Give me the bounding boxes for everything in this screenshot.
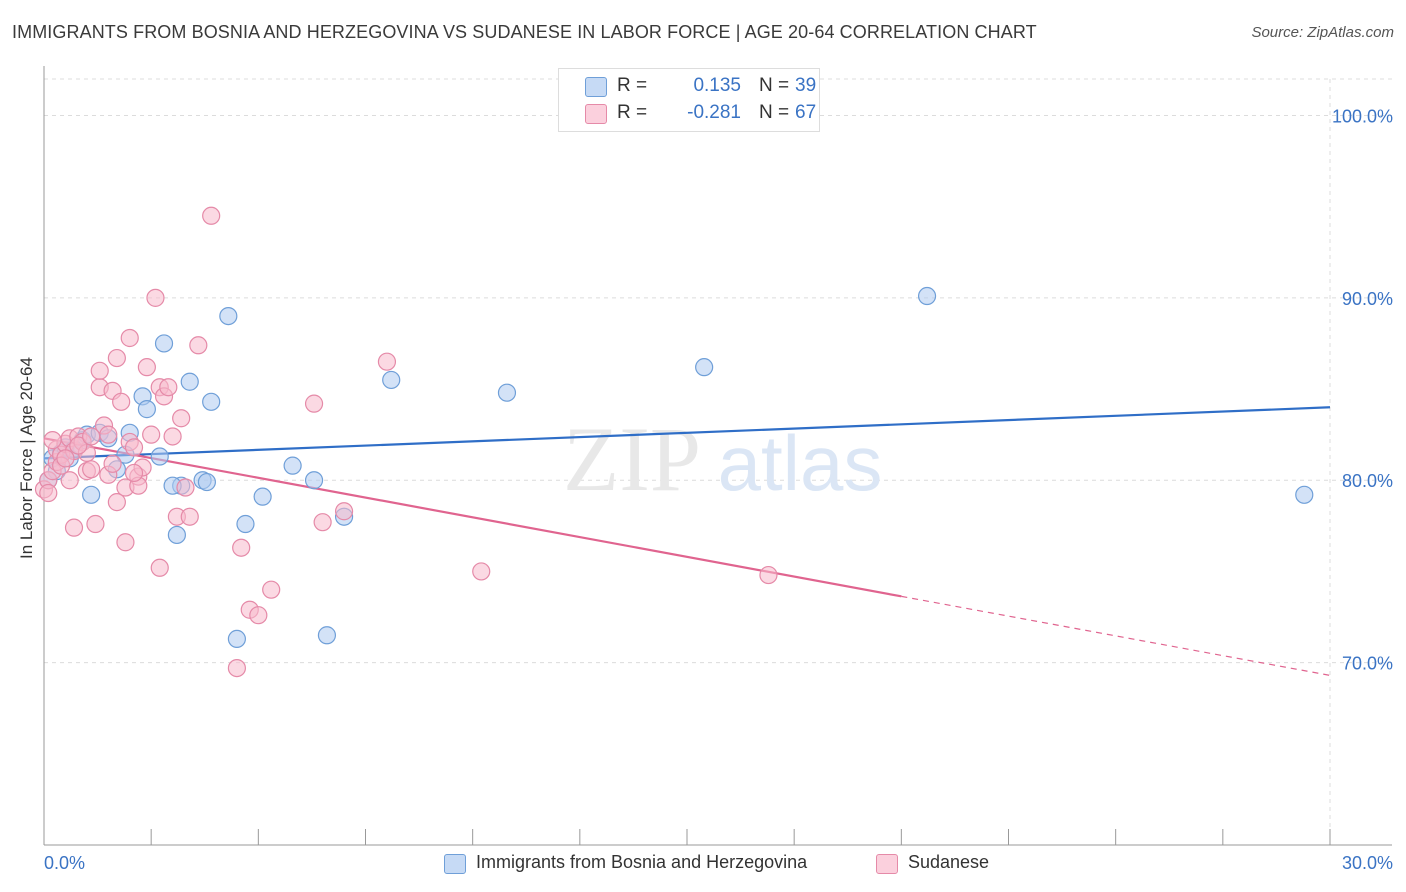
x-tick-label: 0.0% — [44, 853, 85, 873]
n-label: N = — [759, 102, 790, 123]
point-sudanese — [163, 427, 182, 446]
point-sudanese — [150, 558, 169, 577]
y-axis-label: In Labor Force | Age 20-64 — [17, 357, 36, 559]
point-sudanese — [189, 336, 208, 355]
blue-swatch — [444, 854, 466, 874]
n-label: N = — [759, 75, 790, 96]
point-sudanese — [377, 352, 397, 371]
point-sudanese — [180, 507, 199, 526]
chart-title: IMMIGRANTS FROM BOSNIA AND HERZEGOVINA V… — [12, 22, 1037, 42]
point-sudanese — [82, 427, 101, 446]
r-label: R = — [617, 102, 648, 123]
point-sudanese — [172, 409, 191, 428]
x-tick-label: 30.0% — [1342, 853, 1393, 873]
points-layer — [34, 206, 1314, 678]
point-sudanese — [759, 565, 778, 585]
point-sudanese — [69, 436, 88, 455]
legend-label-bosnia: Immigrants from Bosnia and Herzegovina — [476, 852, 808, 872]
point-sudanese — [262, 580, 281, 599]
point-sudanese — [82, 460, 101, 479]
point-bosnia — [167, 525, 186, 545]
point-bosnia — [202, 392, 221, 411]
point-sudanese — [472, 562, 491, 581]
point-sudanese — [39, 483, 58, 503]
point-bosnia — [304, 471, 324, 490]
point-sudanese — [103, 454, 122, 473]
point-sudanese — [86, 514, 105, 534]
source-label: Source: ZipAtlas.com — [1251, 24, 1394, 41]
y-tick-label: 70.0% — [1342, 654, 1393, 674]
point-sudanese — [202, 206, 221, 225]
point-bosnia — [695, 358, 714, 377]
point-bosnia — [137, 400, 156, 419]
point-sudanese — [107, 493, 126, 512]
r-value: -0.281 — [687, 102, 741, 123]
watermark-atlas: atlas — [718, 419, 883, 507]
y-tick-label: 80.0% — [1342, 471, 1393, 491]
point-sudanese — [304, 394, 324, 413]
point-bosnia — [283, 456, 302, 475]
point-sudanese — [232, 538, 251, 557]
n-value: 67 — [795, 102, 817, 123]
watermark: ZIP atlas — [563, 408, 882, 510]
r-value: 0.135 — [693, 75, 741, 96]
point-sudanese — [334, 502, 354, 521]
point-bosnia — [236, 514, 255, 534]
pink-swatch — [876, 854, 898, 874]
point-sudanese — [116, 533, 135, 552]
y-tick-label: 100.0% — [1332, 106, 1393, 126]
point-sudanese — [120, 328, 139, 348]
point-bosnia — [82, 485, 101, 504]
point-bosnia — [219, 306, 238, 326]
point-sudanese — [227, 658, 246, 678]
r-label: R = — [617, 75, 648, 96]
point-sudanese — [64, 518, 84, 537]
point-sudanese — [249, 606, 268, 625]
point-sudanese — [146, 288, 165, 307]
y-tick-label: 90.0% — [1342, 289, 1393, 309]
n-value: 39 — [795, 75, 817, 96]
point-sudanese — [107, 348, 126, 368]
point-bosnia — [1295, 485, 1314, 504]
point-sudanese — [90, 361, 109, 380]
stats-legend: R = 0.135 N = 39 R = -0.281 N = 67 — [558, 68, 820, 132]
point-sudanese — [60, 471, 79, 490]
point-sudanese — [56, 449, 75, 468]
trend-line-sudanese — [43, 437, 902, 598]
point-sudanese — [176, 478, 195, 497]
point-bosnia — [180, 372, 199, 391]
point-sudanese — [99, 425, 118, 444]
point-bosnia — [253, 487, 272, 506]
point-bosnia — [197, 472, 216, 492]
point-sudanese — [313, 513, 332, 532]
point-sudanese — [159, 378, 178, 397]
point-bosnia — [382, 370, 401, 390]
watermark-zip: ZIP — [563, 408, 701, 510]
trend-layer — [43, 406, 1331, 676]
point-bosnia — [317, 626, 337, 645]
point-sudanese — [124, 463, 144, 483]
point-bosnia — [497, 383, 517, 402]
point-bosnia — [150, 447, 169, 466]
point-sudanese — [112, 392, 131, 411]
point-bosnia — [227, 629, 246, 649]
trend-line-bosnia — [43, 406, 1331, 460]
point-sudanese — [124, 438, 144, 457]
point-bosnia — [917, 286, 937, 306]
tick-labels: 70.0% 80.0% 90.0% 100.0% 0.0% 30.0% — [44, 106, 1393, 873]
point-sudanese — [43, 431, 62, 450]
point-bosnia — [154, 334, 174, 353]
blue-swatch — [585, 77, 607, 97]
legend-label-sudanese: Sudanese — [908, 852, 990, 872]
trend-line-sudanese-extension — [901, 595, 1331, 676]
point-sudanese — [142, 425, 161, 444]
point-sudanese — [137, 358, 156, 377]
pink-swatch — [585, 104, 607, 124]
